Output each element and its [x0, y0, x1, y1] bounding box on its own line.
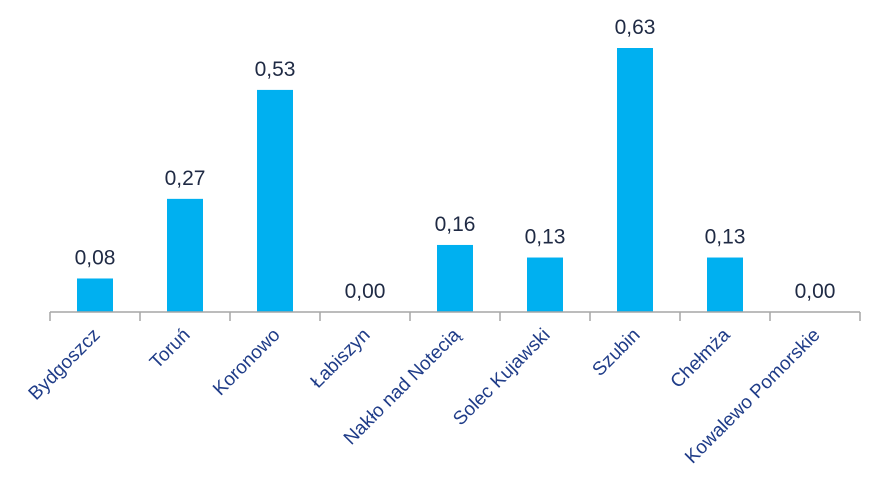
- category-label-3: Łabiszyn: [307, 325, 375, 393]
- value-label-1: 0,27: [165, 167, 206, 190]
- value-label-5: 0,13: [525, 226, 566, 249]
- category-label-7: Chełmża: [667, 324, 735, 392]
- value-label-4: 0,16: [435, 213, 476, 236]
- bar-2: [257, 89, 293, 313]
- bar-6: [617, 48, 653, 312]
- category-label-0: Bydgoszcz: [25, 325, 105, 405]
- bar-0: [77, 278, 113, 312]
- category-label-6: Szubin: [589, 325, 645, 381]
- value-label-8: 0,00: [795, 280, 836, 303]
- category-label-1: Toruń: [146, 325, 194, 373]
- value-label-0: 0,08: [75, 246, 116, 269]
- bar-1: [167, 198, 203, 312]
- category-label-5: Solec Kujawski: [449, 325, 554, 430]
- value-labels: 0,08 0,27 0,53 0,00 0,16 0,13 0,63 0,13 0,00: [75, 16, 836, 303]
- bar-5: [527, 257, 563, 312]
- value-label-3: 0,00: [345, 280, 386, 303]
- bar-7: [707, 257, 743, 312]
- bars-group: [77, 48, 743, 313]
- value-label-6: 0,63: [615, 16, 656, 39]
- x-axis: [49, 311, 861, 321]
- category-label-2: Koronowo: [209, 325, 284, 400]
- value-label-2: 0,53: [255, 58, 296, 81]
- value-label-7: 0,13: [705, 226, 746, 249]
- bar-4: [437, 244, 473, 312]
